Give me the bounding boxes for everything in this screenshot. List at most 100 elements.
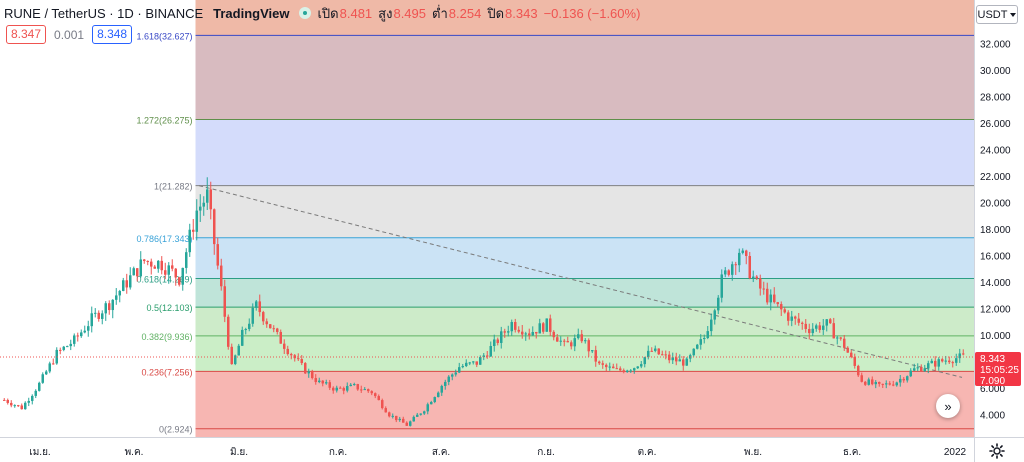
candle-body xyxy=(622,370,625,373)
low-label: ต่ำ xyxy=(432,5,448,21)
candle-body xyxy=(878,381,881,384)
candle-body xyxy=(213,209,216,245)
candle-body xyxy=(664,354,667,356)
candle-body xyxy=(538,323,541,334)
candle-body xyxy=(608,366,611,368)
buy-price-button[interactable]: 8.348 xyxy=(92,25,133,44)
candle-body xyxy=(206,189,209,203)
candle-body xyxy=(902,378,905,381)
candle-body xyxy=(108,303,111,311)
candle-body xyxy=(913,368,916,371)
candle-body xyxy=(724,270,727,275)
candle-body xyxy=(923,368,926,372)
candle-body xyxy=(766,288,769,303)
candle-body xyxy=(531,331,534,336)
candle-body xyxy=(573,338,576,347)
candle-body xyxy=(160,260,163,271)
candle-body xyxy=(748,255,751,279)
candle-body xyxy=(90,313,93,327)
candle-body xyxy=(430,401,433,405)
candle-body xyxy=(776,302,779,305)
candle-body xyxy=(888,383,891,385)
candle-body xyxy=(916,367,919,369)
candle-body xyxy=(202,202,205,207)
candle-body xyxy=(661,354,664,356)
candle-body xyxy=(318,380,321,383)
price-label-text: 15:05:25 xyxy=(980,365,1019,376)
y-tick-label: 22.000 xyxy=(980,172,1011,183)
candle-body xyxy=(619,368,622,371)
gear-icon[interactable] xyxy=(989,443,1005,459)
candle-body xyxy=(220,265,223,287)
candle-body xyxy=(822,325,825,330)
x-tick-label: พ.ค. xyxy=(125,447,144,458)
candle-body xyxy=(545,318,548,332)
candle-body xyxy=(843,338,846,348)
candle-body xyxy=(514,322,517,330)
candle-body xyxy=(346,386,349,391)
candle-body xyxy=(146,260,149,262)
candle-body xyxy=(682,359,685,366)
candle-body xyxy=(503,331,506,333)
candle-body xyxy=(769,294,772,303)
candle-body xyxy=(27,400,30,403)
candle-body xyxy=(412,416,415,422)
candle-body xyxy=(45,371,48,375)
candle-body xyxy=(612,366,615,369)
candle-body xyxy=(83,330,86,333)
trendline-dashed xyxy=(198,185,963,378)
candle-body xyxy=(227,316,230,347)
candle-body xyxy=(517,329,520,332)
candle-body xyxy=(850,352,853,357)
candle-body xyxy=(605,364,608,368)
candle-body xyxy=(951,362,954,364)
candle-body xyxy=(552,331,555,338)
candle-body xyxy=(381,400,384,409)
candle-body xyxy=(829,319,832,324)
candle-body xyxy=(307,371,310,374)
candle-body xyxy=(591,350,594,352)
candle-body xyxy=(132,268,135,276)
candle-body xyxy=(468,362,471,364)
candle-body xyxy=(717,297,720,311)
x-tick-label: เม.ย. xyxy=(29,447,50,458)
candle-body xyxy=(962,353,965,355)
candle-body xyxy=(738,252,741,266)
candle-body xyxy=(601,363,604,365)
x-tick-label: ส.ค. xyxy=(432,447,450,458)
currency-select[interactable]: USDT xyxy=(976,5,1018,24)
open-value: 8.481 xyxy=(339,5,373,21)
x-tick-label: 2022 xyxy=(944,447,967,458)
candle-body xyxy=(262,312,265,322)
candle-body xyxy=(286,348,289,355)
candle-body xyxy=(818,325,821,330)
change-value: −0.136 (−1.60%) xyxy=(543,5,641,21)
candle-body xyxy=(402,418,405,423)
candle-body xyxy=(703,337,706,340)
candle-body xyxy=(447,376,450,382)
candle-body xyxy=(860,375,863,382)
symbol-title[interactable]: RUNE / TetherUS · 1D · BINANCE xyxy=(4,5,204,21)
candle-body xyxy=(276,328,279,332)
sell-price-button[interactable]: 8.347 xyxy=(6,25,47,44)
candle-body xyxy=(398,418,401,421)
candle-body xyxy=(706,331,709,338)
candle-body xyxy=(580,334,583,342)
candle-body xyxy=(192,229,195,232)
candle-body xyxy=(185,252,188,268)
price-label-box xyxy=(975,351,1021,386)
candle-body xyxy=(577,334,580,339)
y-tick-label: 4.000 xyxy=(980,410,1005,421)
candle-body xyxy=(391,415,394,417)
scroll-to-realtime-button[interactable]: » xyxy=(936,394,960,418)
candle-body xyxy=(314,378,317,383)
candle-body xyxy=(38,382,41,391)
candle-body xyxy=(745,250,748,256)
candle-body xyxy=(895,382,898,386)
candle-body xyxy=(808,329,811,334)
quote-row: 8.347 0.001 8.348 xyxy=(6,25,133,44)
candle-body xyxy=(297,358,300,360)
candle-body xyxy=(6,399,9,403)
candle-body xyxy=(783,309,786,313)
